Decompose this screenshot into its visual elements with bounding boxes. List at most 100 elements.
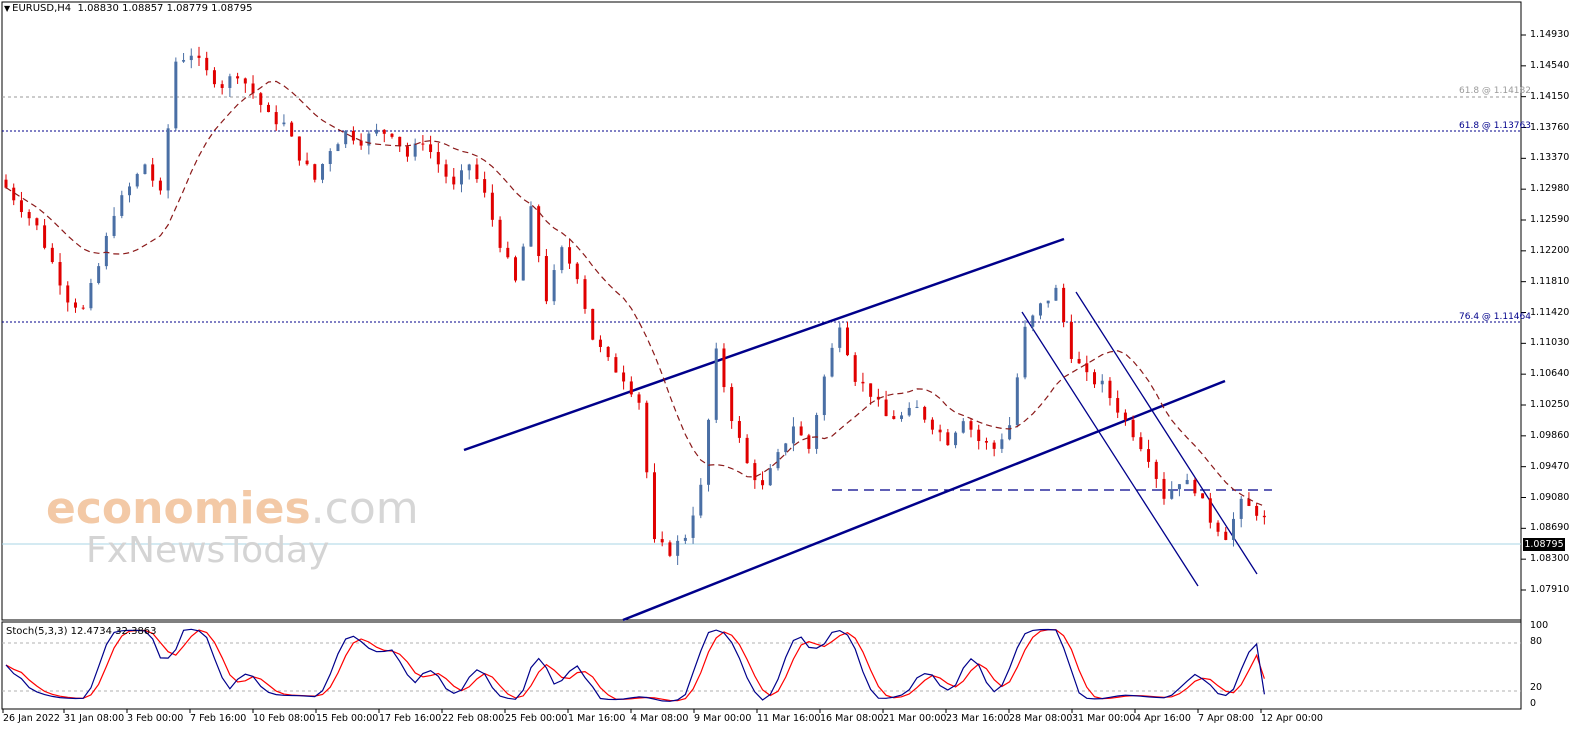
- candle-body: [483, 179, 487, 193]
- candle-body: [506, 247, 510, 258]
- candle-body: [699, 484, 703, 516]
- candle-body: [683, 537, 687, 541]
- candle-body: [521, 246, 525, 281]
- price-tick-label: 1.09860: [1530, 429, 1570, 441]
- candle-body: [158, 180, 162, 191]
- candle-body: [1216, 522, 1220, 532]
- candle-body: [212, 70, 216, 85]
- candle-body: [35, 218, 39, 226]
- candle-body: [737, 421, 741, 438]
- channel-upper-line[interactable]: [463, 237, 1065, 452]
- candle-body: [120, 195, 124, 216]
- candle-body: [97, 266, 101, 284]
- candle-body: [606, 346, 610, 358]
- candle-body: [1201, 493, 1205, 499]
- time-tick-label: 31 Mar 00:00: [1072, 713, 1136, 724]
- candle-body: [892, 416, 896, 419]
- candle-body: [815, 415, 819, 449]
- candle-body: [189, 55, 193, 61]
- candle-body: [730, 387, 734, 422]
- candle-body: [12, 187, 16, 201]
- candle-body: [490, 192, 494, 220]
- stoch-scale-label: 0: [1530, 698, 1537, 709]
- price-axis-ticks: [1521, 34, 1526, 591]
- candle-body: [1038, 303, 1042, 316]
- chart-header: ▼ EURUSD,H4 1.08830 1.08857 1.08779 1.087…: [4, 3, 252, 14]
- candle-body: [413, 143, 417, 157]
- candle-body: [19, 200, 23, 213]
- candle-body: [992, 442, 996, 449]
- candle-body: [166, 128, 170, 191]
- time-tick-label: 10 Feb 08:00: [253, 713, 316, 724]
- fib-618-label: 61.8 @ 1.13763: [1459, 121, 1531, 131]
- time-tick-label: 22 Feb 08:00: [442, 713, 505, 724]
- candle-body: [282, 122, 286, 125]
- time-tick-label: 15 Feb 00:00: [316, 713, 379, 724]
- candle-body: [351, 130, 355, 141]
- price-tick-label: 1.10640: [1530, 368, 1570, 380]
- candle-body: [984, 441, 988, 443]
- candle-body: [1085, 363, 1089, 373]
- candle-body: [977, 429, 981, 442]
- time-tick-label: 16 Mar 08:00: [820, 713, 884, 724]
- candle-body: [938, 429, 942, 433]
- moving-average-line: [5, 80, 1265, 507]
- candle-body: [1054, 287, 1058, 301]
- candle-body: [243, 78, 247, 84]
- price-tick-label: 1.12980: [1530, 183, 1570, 195]
- candle-body: [50, 247, 54, 263]
- candle-body: [722, 348, 726, 388]
- candle-body: [614, 357, 618, 373]
- channel-lower-line[interactable]: [622, 379, 1226, 622]
- candle-body: [359, 140, 363, 146]
- candle-body: [907, 407, 911, 416]
- time-tick-label: 25 Feb 00:00: [505, 713, 568, 724]
- down-channel-lower-line[interactable]: [1021, 311, 1199, 587]
- price-tick-label: 1.11420: [1530, 306, 1570, 318]
- candle-body: [776, 452, 780, 469]
- price-tick-label: 1.11030: [1530, 337, 1570, 349]
- candle-body: [652, 472, 656, 540]
- candle-body: [205, 57, 209, 71]
- candle-body: [784, 443, 788, 453]
- time-axis-ticks: [2, 709, 1262, 713]
- candle-body: [375, 129, 379, 134]
- candle-body: [367, 133, 371, 146]
- symbol-timeframe: EURUSD,H4: [12, 3, 72, 14]
- candle-body: [390, 133, 394, 137]
- stoch-scale-label: 100: [1530, 620, 1549, 631]
- candle-body: [220, 84, 224, 88]
- candle-body: [1239, 498, 1243, 519]
- price-tick-label: 1.12590: [1530, 214, 1570, 225]
- candle-body: [1046, 300, 1050, 304]
- fib-764-label: 76.4 @ 1.11464: [1459, 312, 1531, 322]
- stoch-main-line: [5, 628, 1265, 702]
- stoch-header: Stoch(5,3,3) 12.4734 32.3863: [6, 626, 157, 637]
- price-tick-label: 1.14540: [1530, 59, 1570, 71]
- price-tick-label: 1.09470: [1530, 460, 1570, 472]
- candle-body: [1247, 498, 1251, 506]
- time-tick-label: 17 Feb 16:00: [379, 713, 442, 724]
- candle-body: [1000, 439, 1004, 449]
- collapse-triangle-icon[interactable]: ▼: [4, 4, 11, 13]
- candle-body: [745, 437, 749, 464]
- candle-body: [1023, 326, 1027, 378]
- candle-body: [4, 179, 8, 188]
- candle-body: [915, 406, 919, 408]
- candle-body: [151, 164, 155, 181]
- time-tick-label: 7 Feb 16:00: [190, 713, 247, 724]
- time-tick-label: 4 Apr 16:00: [1135, 713, 1191, 724]
- candle-body: [1031, 315, 1035, 327]
- candle-body: [1015, 377, 1019, 426]
- ohlc-values: 1.08830 1.08857 1.08779 1.08795: [77, 3, 253, 14]
- price-tick-label: 1.14930: [1530, 29, 1570, 40]
- candle-body: [676, 540, 680, 556]
- price-tick-label: 1.13370: [1530, 152, 1570, 164]
- candle-body: [923, 406, 927, 420]
- down-channel-upper-line[interactable]: [1075, 291, 1258, 575]
- time-tick-label: 4 Mar 08:00: [631, 713, 689, 724]
- candle-body: [182, 60, 186, 62]
- candle-body: [382, 129, 386, 134]
- candle-body: [251, 83, 255, 94]
